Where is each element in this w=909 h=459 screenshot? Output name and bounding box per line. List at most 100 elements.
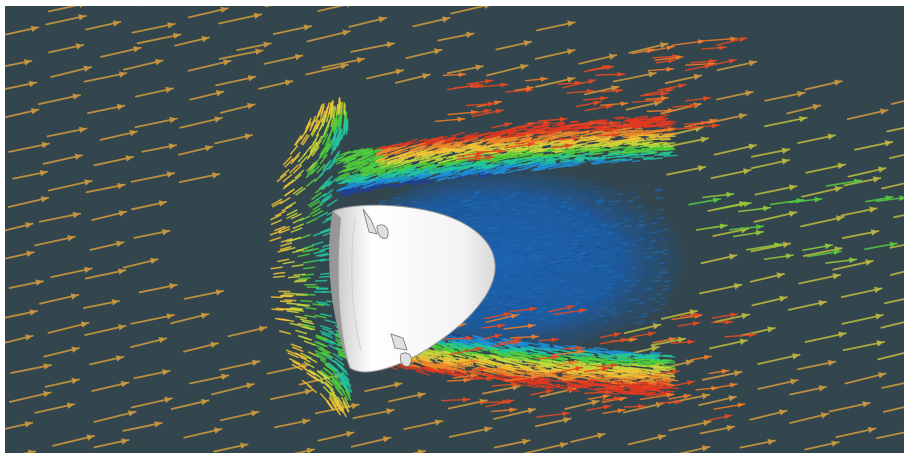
freestream-arrow [8, 390, 52, 403]
freestream-arrow [266, 363, 310, 375]
shear-arrow [601, 396, 622, 402]
freestream-arrow [123, 58, 164, 71]
freestream-arrow [38, 211, 81, 223]
freestream-arrow [437, 31, 475, 42]
shear-arrow [684, 118, 718, 128]
freestream-arrow [713, 143, 757, 156]
shear-arrow [667, 380, 696, 388]
freestream-arrow [446, 64, 484, 75]
freestream-arrow [412, 16, 451, 28]
shear-arrow [652, 337, 677, 344]
freestream-arrow [763, 115, 808, 128]
shear-arrow [503, 323, 536, 330]
shear-arrow [642, 382, 667, 389]
freestream-arrow [628, 42, 669, 54]
freestream-arrow [584, 85, 620, 96]
shear-arrow [524, 76, 549, 82]
freestream-arrow [5, 6, 8, 7]
freestream-arrow [131, 200, 168, 211]
shear-arrow [483, 312, 512, 320]
shear-arrow [526, 136, 558, 143]
freestream-arrow [713, 312, 751, 323]
shear-arrow [510, 334, 540, 340]
shear-arrow [482, 333, 503, 340]
freestream-arrow [828, 401, 871, 413]
freestream-arrow [805, 162, 846, 174]
shear-arrow [672, 103, 698, 109]
shear-arrow [645, 45, 675, 53]
freestream-arrow [707, 113, 748, 124]
freestream-arrow [122, 257, 159, 269]
shear-arrow [547, 305, 575, 313]
freestream-arrow [700, 253, 738, 265]
freestream-arrow [348, 16, 388, 28]
freestream-arrow [50, 266, 93, 279]
freestream-arrow [317, 430, 355, 442]
freestream-arrow [699, 424, 736, 435]
freestream-arrow [716, 60, 758, 72]
freestream-arrow [660, 102, 702, 115]
shear-arrow [645, 126, 676, 133]
freestream-arrow [82, 299, 121, 309]
freestream-arrow [178, 145, 214, 156]
freestream-arrow [219, 102, 256, 114]
freestream-arrow [890, 270, 904, 276]
shear-arrow [594, 384, 619, 391]
freestream-arrow [841, 313, 884, 325]
shear-arrow [657, 399, 683, 405]
shear-arrow [467, 155, 495, 161]
recovery-arrow [865, 195, 894, 203]
freestream-arrow [493, 438, 531, 449]
shear-arrow [705, 36, 739, 42]
recovery-arrow [715, 201, 752, 211]
freestream-arrow [709, 338, 749, 350]
shear-arrow [454, 359, 479, 365]
freestream-arrow [134, 116, 178, 129]
shear-arrow [713, 402, 746, 410]
shear-arrow [551, 349, 586, 356]
freestream-arrow [846, 108, 889, 120]
shear-arrow [643, 87, 675, 96]
freestream-arrow [89, 355, 125, 366]
shear-arrow [583, 95, 609, 101]
shear-arrow [443, 335, 474, 341]
freestream-arrow [840, 206, 878, 217]
freestream-arrow [749, 272, 785, 283]
shear-arrow [583, 65, 615, 73]
capsule-fin [376, 224, 389, 239]
freestream-arrow [405, 48, 443, 59]
shear-arrow [485, 313, 520, 323]
shear-arrow [708, 368, 730, 375]
shear-arrow [631, 331, 656, 338]
freestream-arrow [804, 440, 840, 451]
shear-arrow [631, 97, 665, 104]
freestream-arrow [739, 438, 776, 449]
shear-arrow [680, 312, 702, 318]
freestream-arrow [227, 325, 268, 338]
freestream-arrow [43, 346, 80, 358]
shear-arrow [695, 385, 720, 391]
freestream-arrow [495, 40, 532, 51]
freestream-arrow [797, 359, 837, 371]
freestream-arrow [764, 90, 806, 102]
freestream-arrow [174, 35, 210, 47]
shear-arrow [602, 122, 632, 129]
freestream-arrow [411, 449, 427, 453]
freestream-arrow [215, 75, 257, 87]
shear-arrow [449, 346, 484, 356]
recovery-arrow [729, 224, 765, 231]
freestream-arrow [350, 41, 395, 53]
shear-arrow [491, 407, 518, 413]
freestream-arrow [178, 172, 221, 184]
freestream-arrow [524, 441, 569, 453]
freestream-arrow [789, 385, 828, 396]
recovery-arrow [825, 178, 862, 187]
shear-arrow [535, 411, 571, 418]
recovery-arrow [688, 197, 722, 206]
freestream-arrow [47, 321, 90, 334]
freestream-arrow [10, 363, 52, 374]
shear-arrow [701, 45, 727, 51]
freestream-arrow [213, 442, 249, 453]
shear-arrow [470, 108, 493, 115]
freestream-arrow [5, 421, 34, 430]
